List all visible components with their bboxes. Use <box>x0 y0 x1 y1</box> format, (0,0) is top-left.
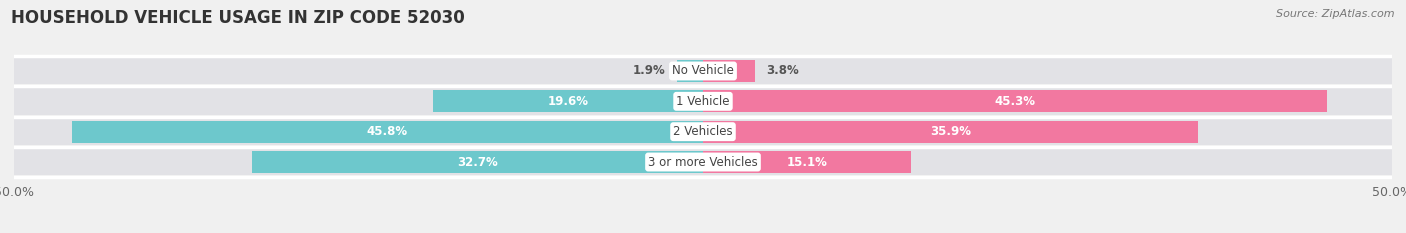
Bar <box>14 88 1392 115</box>
Text: 1.9%: 1.9% <box>633 65 666 78</box>
Bar <box>14 149 1392 175</box>
Text: 1 Vehicle: 1 Vehicle <box>676 95 730 108</box>
Text: 35.9%: 35.9% <box>929 125 970 138</box>
Bar <box>676 60 703 82</box>
Text: 3.8%: 3.8% <box>766 65 799 78</box>
Text: 32.7%: 32.7% <box>457 155 498 168</box>
Bar <box>703 60 755 82</box>
Text: 45.3%: 45.3% <box>994 95 1036 108</box>
Bar <box>433 90 703 112</box>
Text: 19.6%: 19.6% <box>547 95 589 108</box>
Text: Source: ZipAtlas.com: Source: ZipAtlas.com <box>1277 9 1395 19</box>
Text: No Vehicle: No Vehicle <box>672 65 734 78</box>
Bar <box>253 151 703 173</box>
Bar <box>703 151 911 173</box>
Text: 2 Vehicles: 2 Vehicles <box>673 125 733 138</box>
Text: 3 or more Vehicles: 3 or more Vehicles <box>648 155 758 168</box>
Text: 15.1%: 15.1% <box>786 155 828 168</box>
Bar <box>703 121 1198 143</box>
Text: HOUSEHOLD VEHICLE USAGE IN ZIP CODE 52030: HOUSEHOLD VEHICLE USAGE IN ZIP CODE 5203… <box>11 9 465 27</box>
Bar <box>703 90 1327 112</box>
Bar <box>72 121 703 143</box>
Text: 45.8%: 45.8% <box>367 125 408 138</box>
Bar <box>14 58 1392 84</box>
Bar <box>14 118 1392 145</box>
